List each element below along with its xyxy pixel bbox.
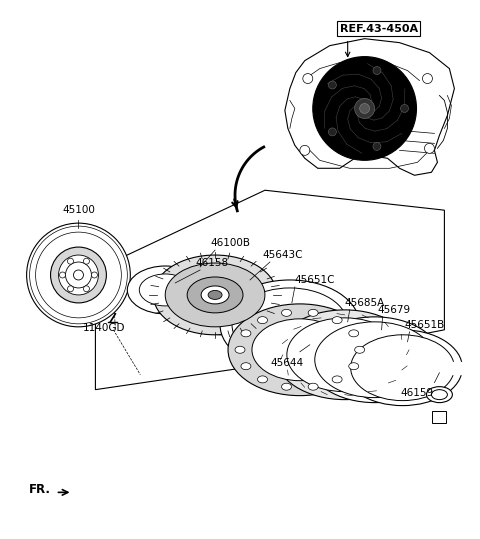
- Text: 45651B: 45651B: [405, 320, 445, 330]
- Ellipse shape: [349, 363, 359, 370]
- Ellipse shape: [355, 346, 365, 353]
- Ellipse shape: [343, 330, 462, 406]
- Text: 45100: 45100: [62, 205, 95, 215]
- Ellipse shape: [73, 270, 84, 280]
- Text: 45685A: 45685A: [345, 298, 385, 308]
- Ellipse shape: [308, 317, 442, 403]
- Ellipse shape: [332, 316, 342, 323]
- Text: REF.43-450A: REF.43-450A: [340, 24, 418, 34]
- Ellipse shape: [252, 319, 348, 381]
- Ellipse shape: [300, 146, 310, 155]
- Ellipse shape: [68, 286, 73, 292]
- Ellipse shape: [50, 247, 107, 303]
- Ellipse shape: [201, 286, 229, 304]
- Ellipse shape: [328, 128, 336, 136]
- Ellipse shape: [313, 57, 417, 160]
- Ellipse shape: [60, 272, 65, 278]
- Polygon shape: [285, 39, 455, 175]
- Ellipse shape: [287, 318, 403, 392]
- Ellipse shape: [220, 280, 360, 370]
- Ellipse shape: [315, 322, 434, 398]
- Ellipse shape: [303, 73, 313, 84]
- Ellipse shape: [139, 274, 191, 306]
- Ellipse shape: [241, 330, 251, 337]
- Ellipse shape: [282, 309, 291, 316]
- Ellipse shape: [26, 223, 130, 327]
- Ellipse shape: [349, 330, 359, 337]
- Ellipse shape: [426, 386, 452, 403]
- Text: 45643C: 45643C: [263, 250, 303, 260]
- Ellipse shape: [68, 258, 73, 264]
- Ellipse shape: [400, 105, 408, 113]
- Ellipse shape: [91, 272, 97, 278]
- Ellipse shape: [59, 255, 98, 295]
- Text: 45651C: 45651C: [295, 275, 336, 285]
- Ellipse shape: [165, 263, 265, 327]
- Ellipse shape: [153, 255, 277, 335]
- Ellipse shape: [258, 376, 267, 383]
- Ellipse shape: [258, 316, 267, 323]
- Ellipse shape: [84, 258, 89, 264]
- Ellipse shape: [422, 73, 432, 84]
- Ellipse shape: [232, 288, 348, 362]
- Ellipse shape: [282, 383, 291, 390]
- Ellipse shape: [84, 286, 89, 292]
- Bar: [447, 362, 465, 374]
- Text: 46100B: 46100B: [210, 238, 250, 248]
- Ellipse shape: [332, 376, 342, 383]
- Text: FR.: FR.: [29, 483, 50, 496]
- Polygon shape: [96, 190, 444, 390]
- Ellipse shape: [424, 143, 434, 153]
- Ellipse shape: [308, 383, 318, 390]
- Ellipse shape: [328, 81, 336, 89]
- Text: 45679: 45679: [378, 305, 411, 315]
- Ellipse shape: [235, 346, 245, 353]
- Ellipse shape: [360, 103, 370, 113]
- Ellipse shape: [127, 266, 203, 314]
- Ellipse shape: [308, 309, 318, 316]
- Text: 46158: 46158: [195, 258, 228, 268]
- Ellipse shape: [65, 262, 91, 288]
- Ellipse shape: [351, 335, 455, 400]
- Ellipse shape: [432, 390, 447, 399]
- Ellipse shape: [187, 277, 243, 313]
- Ellipse shape: [373, 142, 381, 150]
- Ellipse shape: [208, 291, 222, 299]
- Text: 1140GD: 1140GD: [83, 323, 125, 333]
- Bar: [432, 411, 446, 423]
- Ellipse shape: [228, 304, 372, 396]
- Text: 45644: 45644: [270, 358, 303, 368]
- Ellipse shape: [241, 363, 251, 370]
- Ellipse shape: [275, 310, 415, 399]
- Text: 46159: 46159: [401, 388, 434, 398]
- Ellipse shape: [355, 99, 374, 119]
- Ellipse shape: [373, 66, 381, 74]
